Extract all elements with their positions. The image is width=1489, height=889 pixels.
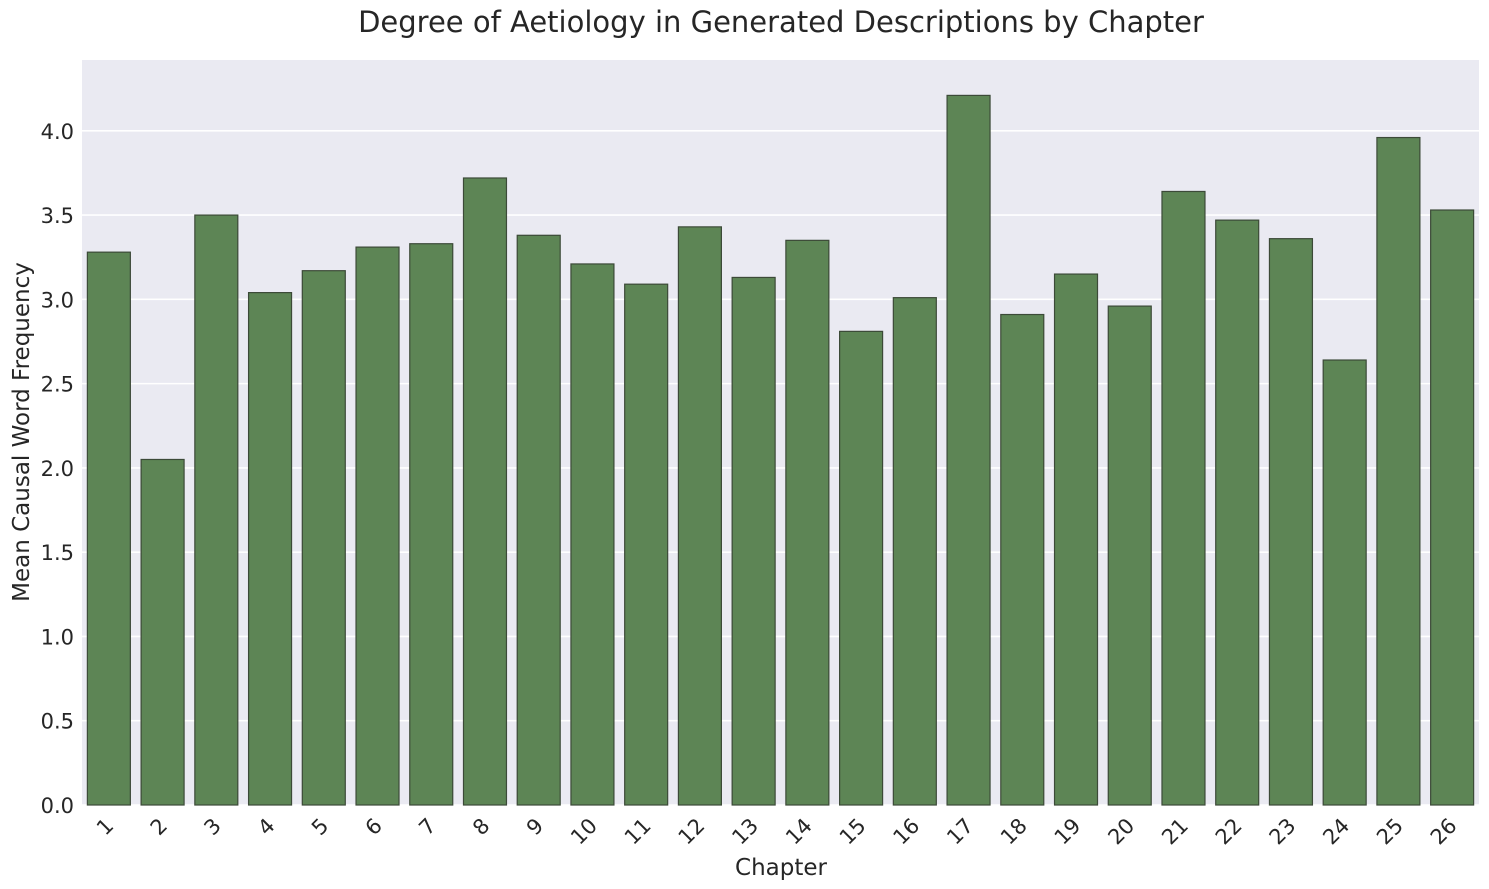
bar-chapter-16 [892,297,937,806]
bar-chapter-5 [301,270,346,806]
bar-chapter-17 [946,94,991,806]
y-tick-labels: 0.0 0.5 1.0 1.5 2.0 2.5 3.0 3.5 4.0 [41,120,74,818]
x-tick-label: 4 [253,814,279,840]
x-tick-label: 17 [942,814,978,850]
x-tick-label: 6 [361,814,387,840]
bar-chapter-6 [355,246,400,806]
y-axis-label: Mean Causal Word Frequency [9,262,35,602]
bars [86,94,1475,806]
x-tick-label: 22 [1211,814,1247,850]
bar-chapter-4 [247,292,293,806]
x-tick-label: 18 [996,814,1032,850]
x-tick-labels: 1 2 3 4 5 6 7 8 9 10 11 12 13 14 15 16 17 18 19 20 21 22 23 24 2… [92,814,1462,850]
x-tick-label: 13 [727,814,763,850]
bar-chapter-19 [1053,273,1099,806]
bar-chapter-23 [1268,238,1314,806]
bar-chapter-25 [1376,136,1421,806]
bar-chapter-13 [731,276,776,806]
x-tick-label: 8 [468,814,494,840]
x-tick-label: 14 [781,814,817,850]
x-tick-label: 5 [307,814,333,840]
bar-chapter-24 [1322,359,1367,806]
x-tick-label: 24 [1318,814,1354,850]
x-tick-label: 11 [620,814,656,850]
x-tick-label: 19 [1050,814,1086,850]
x-tick-label: 12 [674,814,710,850]
x-tick-label: 15 [835,814,871,850]
x-tick-label: 23 [1265,814,1301,850]
chart-title: Degree of Aetiology in Generated Descrip… [358,5,1204,39]
bar-chapter-22 [1215,219,1260,806]
y-tick-label: 4.0 [41,120,74,144]
x-tick-label: 20 [1103,814,1139,850]
y-tick-label: 2.0 [41,457,74,481]
y-tick-label: 2.5 [41,373,74,397]
bar-chapter-20 [1107,305,1152,806]
bar-chapter-26 [1430,209,1475,806]
bar-chapter-15 [839,330,884,806]
bar-chapter-2 [140,458,185,806]
bar-chapter-11 [624,283,669,806]
x-tick-label: 7 [414,814,440,840]
x-tick-label: 9 [522,814,548,840]
bar-chapter-7 [409,243,454,806]
x-tick-label: 3 [199,814,225,840]
x-tick-label: 2 [146,814,172,840]
x-tick-label: 1 [92,814,118,840]
bar-chapter-21 [1161,190,1206,806]
y-tick-label: 3.0 [41,288,74,312]
bar-chapter-18 [1000,313,1045,806]
x-tick-label: 10 [566,814,602,850]
x-tick-label: 25 [1372,814,1408,850]
bar-chapter-1 [86,251,131,806]
y-tick-label: 1.0 [41,625,74,649]
bar-chapter-14 [785,239,830,806]
x-axis-label: Chapter [735,855,827,881]
y-tick-label: 3.5 [41,204,74,228]
bar-chapter-9 [516,234,561,806]
y-tick-label: 0.0 [41,794,74,818]
bar-chapter-10 [570,263,615,806]
bar-chapter-3 [194,214,239,806]
y-tick-label: 1.5 [41,541,74,565]
x-tick-label: 26 [1426,814,1462,850]
y-tick-label: 0.5 [41,710,74,734]
bar-chapter-8 [462,177,508,806]
x-tick-label: 21 [1157,814,1193,850]
bar-chapter-12 [677,226,722,806]
x-tick-label: 16 [888,814,924,850]
